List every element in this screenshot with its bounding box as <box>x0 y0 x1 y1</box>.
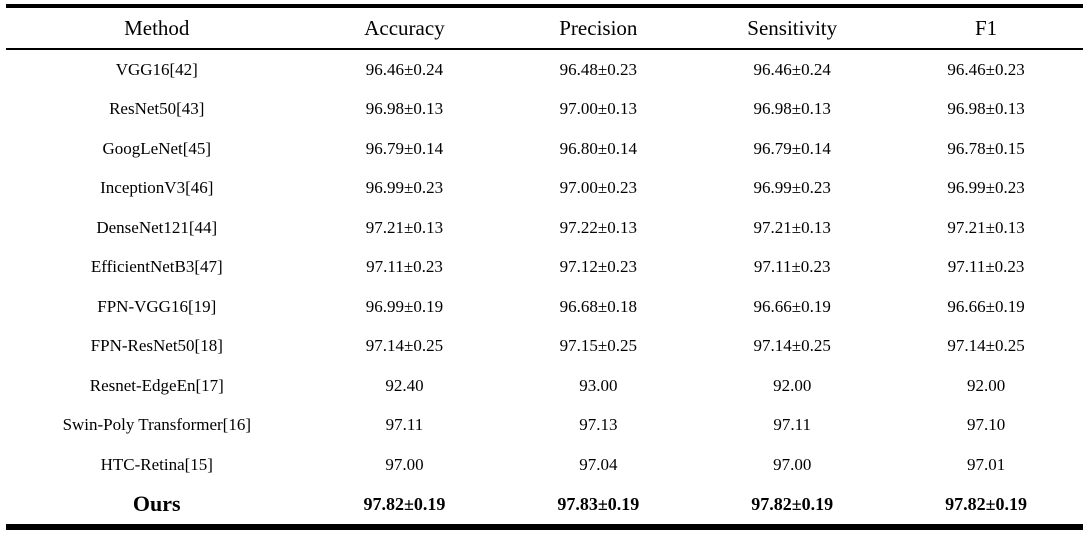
value-cell: 97.14±0.25 <box>753 336 831 356</box>
value-cell: 96.98±0.13 <box>753 99 831 119</box>
value-cell: 96.98±0.13 <box>947 99 1025 119</box>
method-cell: FPN-VGG16[19] <box>97 296 217 316</box>
column-header-sensitivity: Sensitivity <box>695 6 890 50</box>
method-cell: EfficientNetB3[47] <box>90 257 223 277</box>
value-cell: 96.46±0.24 <box>365 59 444 79</box>
value-cell: 97.11±0.23 <box>947 257 1025 277</box>
value-cell: 97.14±0.25 <box>947 336 1025 356</box>
value-cell: 97.82±0.19 <box>945 493 1027 514</box>
method-cell: ResNet50[43] <box>109 99 205 119</box>
value-cell: 96.46±0.24 <box>753 59 831 79</box>
method-cell: HTC-Retina[15] <box>100 454 213 474</box>
method-cell: Swin-Poly Transformer[16] <box>62 415 251 435</box>
value-cell: 96.79±0.14 <box>753 138 831 158</box>
value-cell: 97.21±0.13 <box>753 217 831 237</box>
table-row: Swin-Poly Transformer[16] 97.11 97.13 97.11… <box>6 406 1083 446</box>
table-row: Ours 97.82±0.19 97.83±0.19 97.82±0.19 97.82±… <box>6 485 1083 528</box>
table-row: GoogLeNet[45] 96.79±0.14 96.80±0.14 96.79±0… <box>6 129 1083 169</box>
value-cell: 97.83±0.19 <box>557 493 640 514</box>
value-cell: 97.00±0.23 <box>559 178 637 198</box>
table-row: DenseNet121[44] 97.21±0.13 97.22±0.13 97.21… <box>6 208 1083 248</box>
value-cell: 97.04 <box>579 454 618 474</box>
value-cell: 93.00 <box>579 375 618 395</box>
value-cell: 97.82±0.19 <box>751 493 834 514</box>
value-cell: 92.00 <box>966 375 1006 395</box>
column-header-accuracy: Accuracy <box>307 6 502 50</box>
table-row: ResNet50[43] 96.98±0.13 97.00±0.13 96.98±0.… <box>6 90 1083 130</box>
table-body: VGG16[42] 96.46±0.24 96.48±0.23 96.46±0.24 9… <box>6 49 1083 527</box>
value-cell: 96.46±0.23 <box>947 59 1025 79</box>
value-cell: 97.14±0.25 <box>365 336 444 356</box>
table-row: HTC-Retina[15] 97.00 97.04 97.00 97.01 <box>6 445 1083 485</box>
method-cell: Resnet-EdgeEn[17] <box>89 375 224 395</box>
value-cell: 97.13 <box>579 415 618 435</box>
method-cell: GoogLeNet[45] <box>102 138 212 158</box>
column-header-f1: F1 <box>889 6 1083 50</box>
value-cell: 96.80±0.14 <box>559 138 637 158</box>
column-header-precision: Precision <box>501 6 696 50</box>
value-cell: 97.12±0.23 <box>559 257 637 277</box>
value-cell: 97.15±0.25 <box>559 336 637 356</box>
value-cell: 92.40 <box>385 375 424 395</box>
table-row: Resnet-EdgeEn[17] 92.40 93.00 92.00 92.00 <box>6 366 1083 406</box>
value-cell: 96.99±0.19 <box>365 296 444 316</box>
value-cell: 96.66±0.19 <box>947 296 1025 316</box>
value-cell: 97.00 <box>773 454 812 474</box>
method-cell: VGG16[42] <box>115 59 198 79</box>
value-cell: 97.82±0.19 <box>363 493 446 514</box>
method-cell: DenseNet121[44] <box>96 217 218 237</box>
value-cell: 97.01 <box>966 454 1006 474</box>
value-cell: 97.11±0.23 <box>753 257 831 277</box>
value-cell: 97.11±0.23 <box>366 257 443 277</box>
header-row: Method Accuracy Precision Sensitivity F1 <box>6 6 1083 50</box>
value-cell: 96.99±0.23 <box>947 178 1025 198</box>
table-row: FPN-VGG16[19] 96.99±0.19 96.68±0.18 96.66±0… <box>6 287 1083 327</box>
value-cell: 96.48±0.23 <box>559 59 637 79</box>
value-cell: 97.10 <box>966 415 1006 435</box>
table-row: InceptionV3[46] 96.99±0.23 97.00±0.23 96.99… <box>6 169 1083 209</box>
value-cell: 96.78±0.15 <box>947 138 1025 158</box>
table-row: VGG16[42] 96.46±0.24 96.48±0.23 96.46±0.24 9… <box>6 49 1083 90</box>
value-cell: 97.11 <box>773 415 811 435</box>
value-cell: 96.79±0.14 <box>365 138 444 158</box>
table-row: EfficientNetB3[47] 97.11±0.23 97.12±0.23 97… <box>6 248 1083 288</box>
value-cell: 97.22±0.13 <box>559 217 637 237</box>
value-cell: 97.11 <box>385 415 424 435</box>
method-cell: Ours <box>132 491 181 517</box>
value-cell: 92.00 <box>773 375 812 395</box>
table-row: FPN-ResNet50[18] 97.14±0.25 97.15±0.25 97.1… <box>6 327 1083 367</box>
value-cell: 97.00±0.13 <box>559 99 637 119</box>
value-cell: 96.99±0.23 <box>753 178 831 198</box>
value-cell: 97.00 <box>385 454 424 474</box>
value-cell: 97.21±0.13 <box>947 217 1025 237</box>
value-cell: 96.68±0.18 <box>559 296 637 316</box>
value-cell: 97.21±0.13 <box>365 217 444 237</box>
value-cell: 96.98±0.13 <box>365 99 444 119</box>
column-header-method: Method <box>6 6 308 50</box>
value-cell: 96.66±0.19 <box>753 296 831 316</box>
table-header: Method Accuracy Precision Sensitivity F1 <box>6 6 1083 50</box>
results-table: Method Accuracy Precision Sensitivity F1… <box>6 4 1083 530</box>
value-cell: 96.99±0.23 <box>365 178 444 198</box>
method-cell: InceptionV3[46] <box>100 178 214 198</box>
method-cell: FPN-ResNet50[18] <box>90 336 223 356</box>
